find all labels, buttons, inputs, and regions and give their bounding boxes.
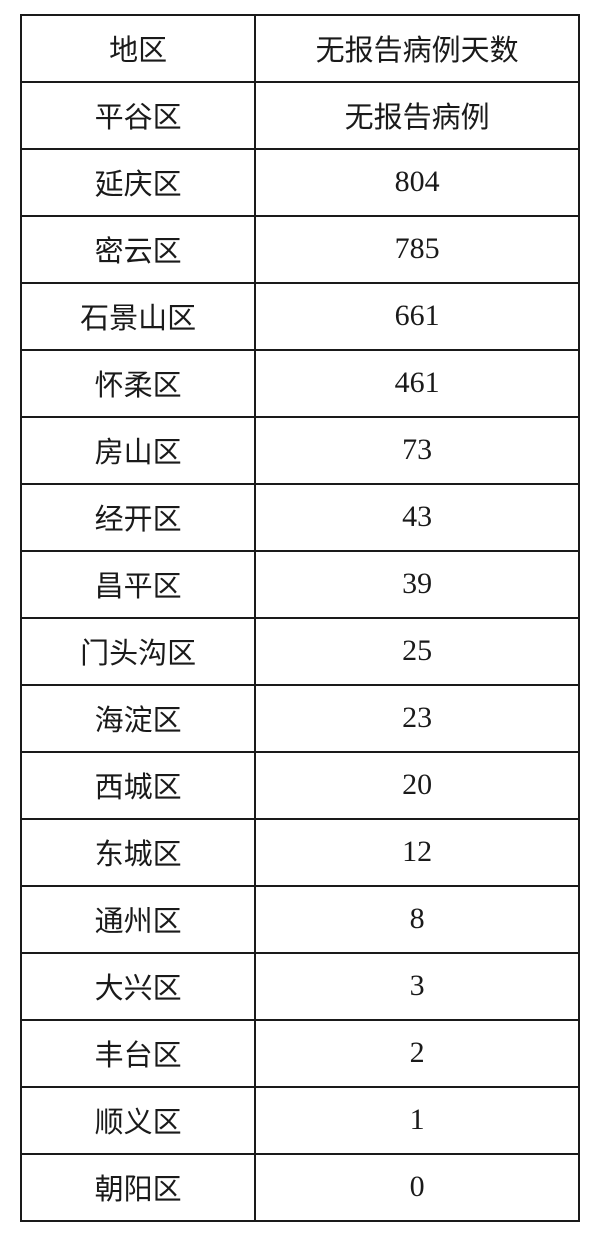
column-header-region: 地区 [21,15,255,82]
region-cell: 怀柔区 [21,350,255,417]
region-cell: 顺义区 [21,1087,255,1154]
data-table-container: 地区 无报告病例天数 平谷区无报告病例延庆区804密云区785石景山区661怀柔… [20,14,580,1222]
table-row: 密云区785 [21,216,579,283]
days-cell: 73 [255,417,579,484]
table-row: 昌平区39 [21,551,579,618]
table-row: 朝阳区0 [21,1154,579,1221]
table-row: 西城区20 [21,752,579,819]
days-cell: 无报告病例 [255,82,579,149]
days-cell: 12 [255,819,579,886]
table-row: 大兴区3 [21,953,579,1020]
days-cell: 8 [255,886,579,953]
region-cell: 大兴区 [21,953,255,1020]
region-cell: 密云区 [21,216,255,283]
table-header-row: 地区 无报告病例天数 [21,15,579,82]
region-cell: 海淀区 [21,685,255,752]
days-cell: 43 [255,484,579,551]
table-row: 通州区8 [21,886,579,953]
table-body: 平谷区无报告病例延庆区804密云区785石景山区661怀柔区461房山区73经开… [21,82,579,1221]
table-row: 房山区73 [21,417,579,484]
table-row: 怀柔区461 [21,350,579,417]
table-row: 门头沟区25 [21,618,579,685]
region-cell: 西城区 [21,752,255,819]
table-row: 平谷区无报告病例 [21,82,579,149]
table-row: 石景山区661 [21,283,579,350]
region-cell: 平谷区 [21,82,255,149]
days-cell: 785 [255,216,579,283]
column-header-days: 无报告病例天数 [255,15,579,82]
region-cell: 东城区 [21,819,255,886]
days-cell: 661 [255,283,579,350]
days-cell: 39 [255,551,579,618]
region-cell: 门头沟区 [21,618,255,685]
table-row: 顺义区1 [21,1087,579,1154]
table-row: 延庆区804 [21,149,579,216]
table-row: 海淀区23 [21,685,579,752]
region-cell: 丰台区 [21,1020,255,1087]
days-cell: 0 [255,1154,579,1221]
region-cell: 通州区 [21,886,255,953]
region-cell: 朝阳区 [21,1154,255,1221]
days-cell: 25 [255,618,579,685]
days-cell: 23 [255,685,579,752]
region-cell: 延庆区 [21,149,255,216]
region-cell: 房山区 [21,417,255,484]
days-cell: 20 [255,752,579,819]
table-row: 经开区43 [21,484,579,551]
region-cell: 石景山区 [21,283,255,350]
region-cell: 昌平区 [21,551,255,618]
data-table: 地区 无报告病例天数 平谷区无报告病例延庆区804密云区785石景山区661怀柔… [20,14,580,1222]
table-row: 丰台区2 [21,1020,579,1087]
days-cell: 2 [255,1020,579,1087]
days-cell: 461 [255,350,579,417]
table-row: 东城区12 [21,819,579,886]
days-cell: 804 [255,149,579,216]
days-cell: 1 [255,1087,579,1154]
region-cell: 经开区 [21,484,255,551]
days-cell: 3 [255,953,579,1020]
